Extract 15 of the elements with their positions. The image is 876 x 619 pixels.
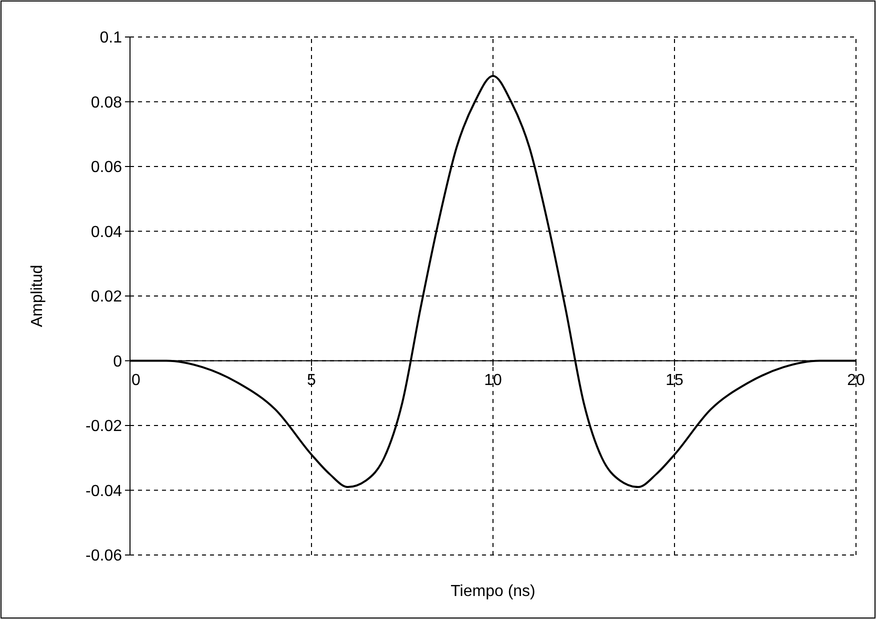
x-tick-label: 0: [132, 372, 141, 389]
y-tick-label: -0.06: [86, 548, 122, 565]
y-tick-label: 0.1: [100, 30, 122, 47]
y-tick-label: 0.02: [90, 288, 122, 306]
x-tick-label: 10: [484, 372, 502, 389]
x-axis-title: Tiempo (ns): [450, 583, 536, 600]
x-tick-label: 20: [847, 372, 865, 389]
y-tick-label: -0.02: [86, 418, 122, 436]
x-tick-label: 15: [666, 372, 684, 389]
y-tick-label: 0.06: [90, 159, 122, 176]
y-tick-label: 0.04: [90, 224, 122, 241]
y-tick-label: -0.04: [86, 482, 122, 500]
y-tick-label: 0.08: [90, 94, 122, 112]
y-axis-title: Amplitud: [29, 264, 46, 328]
y-tick-label: 0: [113, 353, 122, 370]
